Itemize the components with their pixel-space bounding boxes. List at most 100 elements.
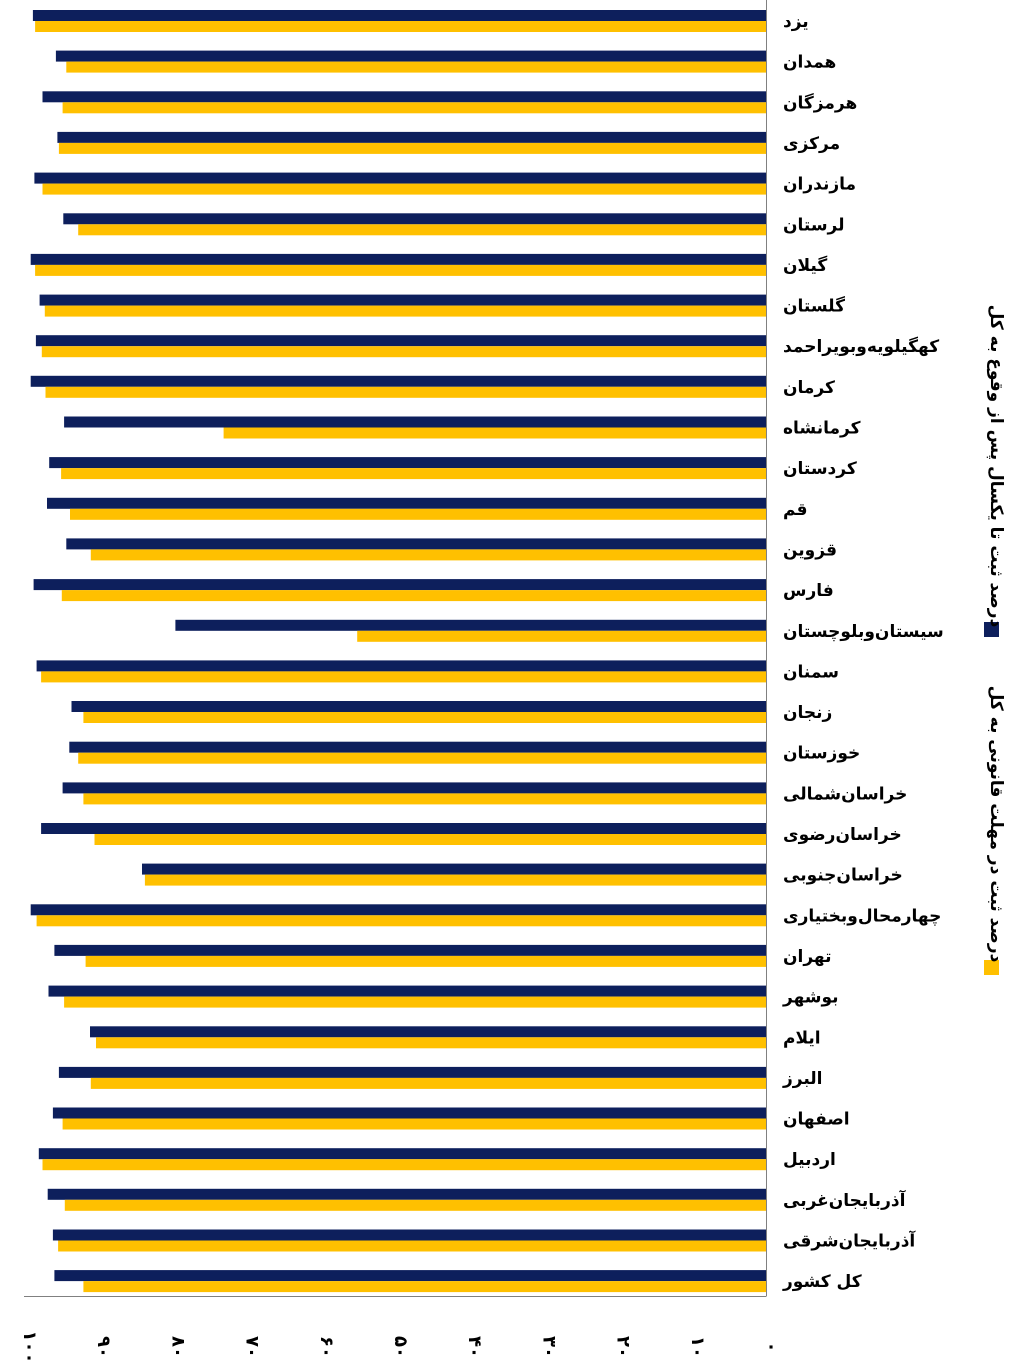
bar-series-2-11 (223, 427, 767, 439)
category-label: اردبیل (783, 1150, 836, 1170)
category-label: مرکزی (783, 134, 840, 154)
category-label: گلستان (783, 296, 845, 317)
bar-series-2-3 (62, 102, 767, 114)
category-label: کردستان (783, 459, 857, 479)
category-label: هرمزگان (783, 92, 857, 113)
bar-series-2-30 (64, 1199, 767, 1211)
category-label: یزد (783, 12, 809, 32)
bar-series-1-14 (66, 538, 767, 550)
category-label: سیستان‌وبلوچستان (783, 622, 944, 642)
category-label: مازندران (783, 175, 856, 195)
category-label: اصفهان (783, 1110, 850, 1130)
legend: درصد ثبت تا یکسال پس از وقوع به کل درصد … (984, 305, 1006, 975)
bar-series-2-20 (83, 793, 766, 805)
category-label: ایلام (783, 1028, 821, 1048)
category-label: تهران (783, 947, 832, 967)
bar-series-2-32 (83, 1281, 766, 1293)
category-label: کرمانشاه (783, 419, 861, 439)
bar-series-2-16 (357, 630, 766, 642)
legend-swatch-series-1 (984, 622, 999, 637)
bar-series-1-8 (39, 294, 767, 306)
category-label: کهگیلویه‌وبویراحمد (783, 336, 939, 357)
category-label: خراسان‌شمالی (783, 784, 907, 804)
bar-series-2-17 (41, 671, 767, 683)
bar-series-1-26 (90, 1026, 766, 1038)
category-label: کل کشور (782, 1272, 862, 1292)
category-label: چهارمحال‌وبختیاری (783, 906, 941, 926)
tick-label: ۱۰ (687, 1336, 708, 1358)
bar-series-1-25 (48, 985, 766, 997)
bar-series-2-18 (83, 712, 766, 723)
bar-series-1-29 (38, 1148, 767, 1160)
bar-series-2-24 (85, 955, 767, 967)
category-label: آذربایجان‌شرقی (783, 1230, 916, 1252)
bar-series-2-7 (35, 264, 767, 276)
bar-series-2-4 (58, 142, 766, 154)
tick-label: ۳۰ (538, 1336, 559, 1358)
legend-swatch-series-2 (984, 960, 999, 975)
bar-series-1-10 (30, 375, 766, 387)
category-label: خراسان‌رضوی (783, 825, 902, 845)
bar-series-2-28 (62, 1118, 767, 1130)
category-label: همدان (783, 53, 836, 73)
bar-series-1-18 (71, 701, 766, 712)
bar-series-2-25 (64, 996, 767, 1008)
bar-series-1-11 (64, 416, 767, 428)
bar-series-1-7 (30, 253, 766, 265)
bar-series-1-6 (63, 213, 767, 225)
tick-label: ۱۰۰ (19, 1331, 40, 1364)
bar-series-1-12 (49, 457, 766, 469)
bar-series-1-1 (32, 10, 766, 21)
bar-series-1-23 (30, 904, 766, 916)
axes-layer (24, 0, 767, 1297)
bar-series-1-15 (33, 579, 767, 591)
bar-series-1-19 (69, 741, 767, 753)
bar-series-2-8 (44, 305, 767, 317)
category-label: کرمان (783, 378, 835, 398)
bar-series-2-29 (42, 1159, 766, 1171)
category-label: خوزستان (783, 744, 860, 764)
bar-series-1-17 (36, 660, 767, 672)
bar-series-2-31 (58, 1240, 767, 1252)
bar-series-1-3 (42, 91, 766, 103)
bar-series-2-19 (78, 752, 766, 764)
tick-label: ۴۰ (464, 1336, 485, 1358)
bar-series-2-15 (61, 590, 767, 602)
bar-series-2-10 (45, 386, 766, 398)
category-label: قم (783, 500, 807, 520)
bar-series-1-32 (54, 1270, 766, 1282)
category-label: فارس (783, 581, 834, 601)
bar-series-2-27 (90, 1077, 767, 1089)
bar-series-1-20 (62, 782, 767, 794)
bar-series-1-9 (35, 335, 766, 347)
bar-series-1-27 (58, 1066, 766, 1078)
category-label: گیلان (783, 255, 827, 276)
bar-series-2-26 (96, 1037, 766, 1049)
legend-label-series-2: درصد ثبت در مهلت قانونی به کل (986, 686, 1006, 963)
tick-label: ۸۰ (167, 1336, 188, 1358)
category-label: قزوین (783, 540, 837, 560)
bar-series-1-31 (52, 1229, 766, 1241)
tick-label: ۲۰ (613, 1336, 634, 1358)
tick-label: ۰ (761, 1342, 782, 1353)
bar-series-2-14 (90, 549, 767, 561)
category-label: البرز (782, 1069, 823, 1089)
category-label: خراسان‌جنوبی (783, 866, 903, 886)
tick-label: ۵۰ (390, 1336, 411, 1358)
bar-series-2-21 (94, 834, 766, 845)
bar-series-2-2 (66, 61, 767, 73)
bar-series-2-6 (78, 224, 766, 236)
category-label: زنجان (783, 703, 832, 723)
bar-series-1-21 (41, 823, 767, 834)
tick-label: ۶۰ (316, 1336, 337, 1358)
bar-series-1-22 (142, 863, 766, 875)
bars-layer (30, 10, 767, 1293)
bar-series-1-5 (34, 172, 766, 184)
bar-series-1-28 (52, 1107, 766, 1119)
bar-series-2-1 (35, 21, 767, 32)
bar-series-1-4 (57, 131, 766, 143)
bar-series-2-22 (144, 874, 766, 886)
bar-series-1-30 (47, 1188, 766, 1200)
category-label: آذربایجان‌غربی (783, 1189, 907, 1211)
bar-series-2-23 (36, 915, 767, 927)
